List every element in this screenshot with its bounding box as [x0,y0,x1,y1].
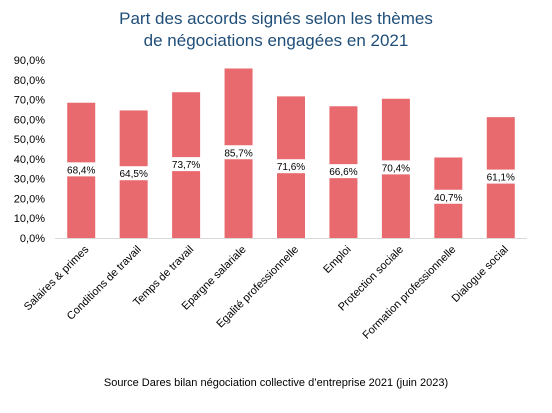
y-tick-label: 0,0% [20,233,45,245]
data-label-background [378,160,413,175]
y-tick-label: 50,0% [14,134,45,146]
data-label: 64,5% [119,169,147,180]
chart-title: Part des accords signés selon les thèmes… [0,8,552,52]
y-tick-label: 40,0% [14,154,45,166]
y-axis: 0,0% 10,0% 20,0% 30,0% 40,0% 50,0% 60,0% 70,0% 8… [14,55,527,245]
data-label-background [483,169,518,184]
data-label: 85,7% [224,148,252,159]
data-label-background [431,189,466,204]
x-category-label: Dialogue social [450,244,511,305]
bars: 68,4% 64,5% 73,7% 85,7% 71,6% 66,6% 70,4% 40,7%… [64,68,518,239]
y-tick-label: 70,0% [14,95,45,107]
y-tick-label: 60,0% [14,114,45,126]
data-label: 71,6% [277,162,305,173]
data-label-background [116,166,151,181]
y-tick-label: 10,0% [14,213,45,225]
data-label: 70,4% [382,163,410,174]
data-label-background [169,157,204,172]
y-tick-label: 80,0% [14,75,45,87]
y-tick-label: 90,0% [14,55,45,67]
data-label: 61,1% [487,173,515,184]
y-tick-label: 30,0% [14,174,45,186]
source-note: Source Dares bilan négociation collectiv… [103,377,449,389]
x-category-label: Emploi [321,244,353,276]
data-label-background [221,145,256,160]
data-label-background [64,162,99,177]
chart-title-line-1: Part des accords signés selon les thèmes [119,9,433,28]
x-category-label: Formation professionnelle [360,244,458,342]
y-tick-label: 20,0% [14,193,45,205]
data-label: 40,7% [434,193,462,204]
data-label: 73,7% [172,160,200,171]
data-label: 68,4% [67,165,95,176]
data-label-background [274,159,308,174]
chart-title-line-2: de négociations engagées en 2021 [143,31,409,50]
data-label-background [326,164,361,179]
data-label: 66,6% [329,167,357,178]
